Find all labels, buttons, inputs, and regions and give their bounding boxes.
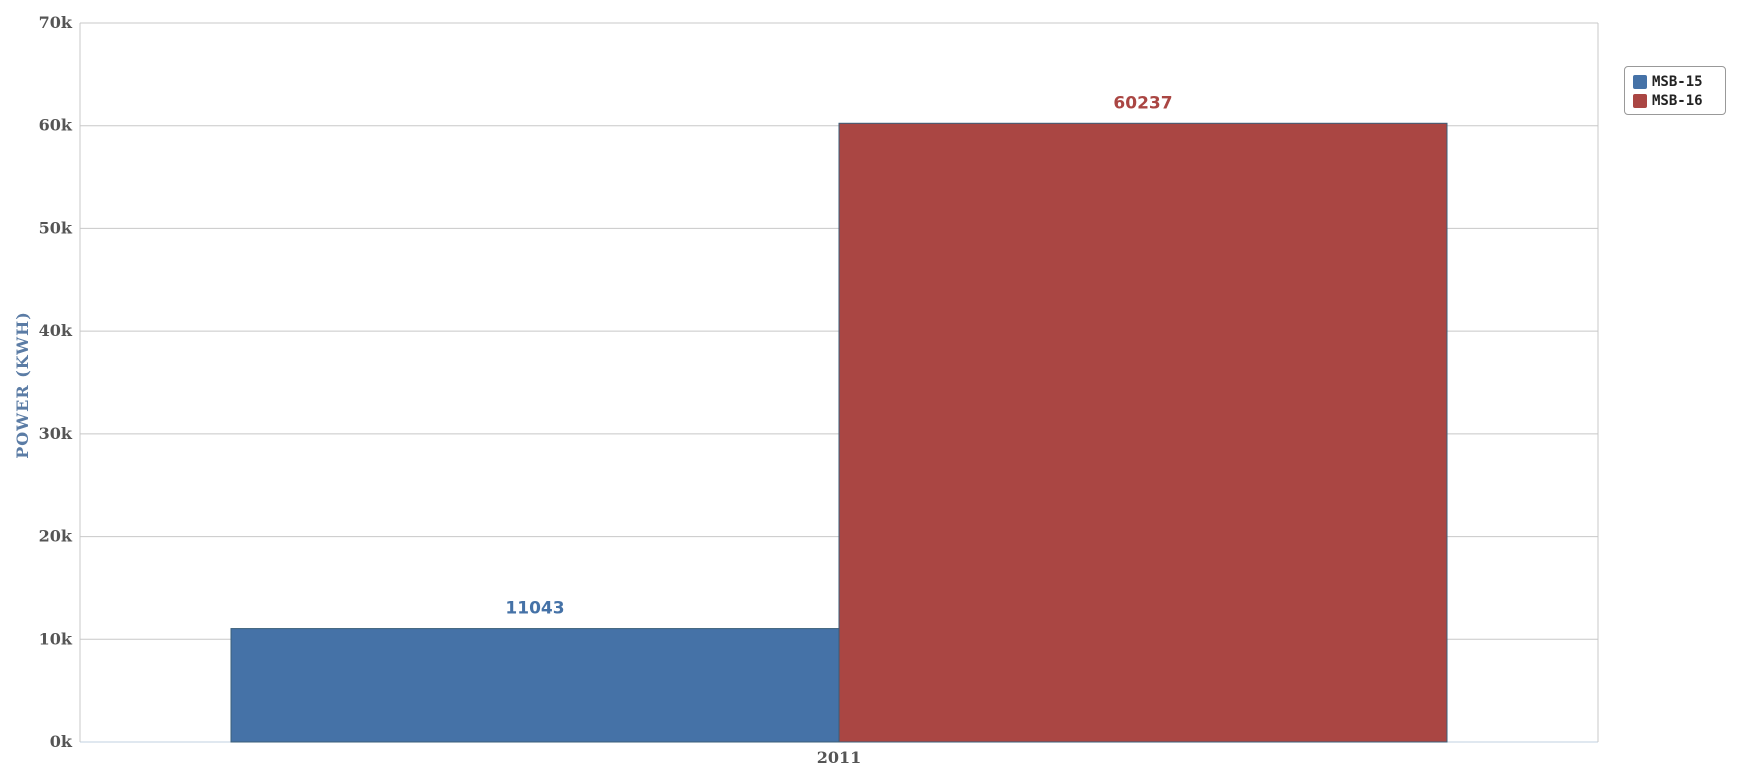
x-axis-ticks: 2011 (817, 748, 862, 767)
y-tick-label: 0k (50, 732, 73, 751)
legend-label: MSB-15 (1652, 74, 1703, 90)
y-tick-label: 40k (39, 321, 73, 340)
x-tick-label: 2011 (817, 748, 862, 767)
data-label: 11043 (505, 599, 564, 619)
bar-msb-16[interactable] (838, 122, 1448, 743)
y-tick-label: 10k (39, 629, 73, 648)
y-axis-title: POWER (KWH) (13, 311, 32, 459)
legend-swatch-msb-16 (1633, 94, 1647, 108)
y-tick-label: 60k (39, 116, 73, 135)
bars (230, 122, 1448, 743)
y-tick-label: 30k (39, 424, 73, 443)
legend-label: MSB-16 (1652, 93, 1703, 109)
bar-msb-15[interactable] (230, 628, 840, 743)
legend-item-msb-15[interactable]: MSB-15 (1633, 72, 1703, 92)
y-tick-label: 20k (39, 527, 73, 546)
y-tick-label: 50k (39, 218, 73, 237)
data-labels: 11043 60237 (505, 93, 1172, 618)
legend-swatch-msb-15 (1633, 75, 1647, 89)
legend: MSB-15 MSB-16 (1624, 66, 1726, 115)
legend-item-msb-16[interactable]: MSB-16 (1633, 91, 1703, 111)
y-axis-ticks: 0k 10k 20k 30k 40k 50k 60k 70k (39, 13, 73, 751)
y-tick-label: 70k (39, 13, 73, 32)
data-label: 60237 (1113, 93, 1172, 113)
